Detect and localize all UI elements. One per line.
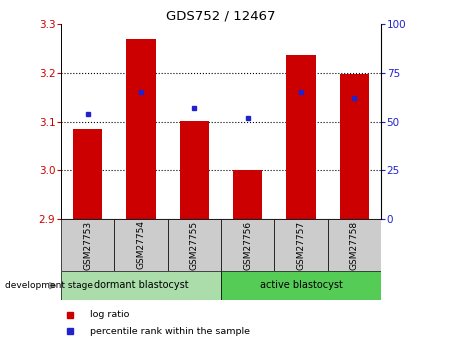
Bar (221, 271, 381, 300)
Bar (114, 219, 168, 271)
Bar (286, 55, 316, 219)
Text: GSM27755: GSM27755 (190, 220, 199, 269)
Bar (340, 74, 369, 219)
Text: dormant blastocyst: dormant blastocyst (94, 280, 188, 290)
Bar (61, 219, 114, 271)
Bar (274, 219, 328, 271)
Text: GSM27757: GSM27757 (297, 220, 305, 269)
Text: log ratio: log ratio (90, 310, 129, 319)
Text: GSM27756: GSM27756 (243, 220, 252, 269)
Bar (61, 271, 221, 300)
Text: GSM27758: GSM27758 (350, 220, 359, 269)
Bar (221, 219, 274, 271)
Bar (126, 39, 156, 219)
Bar (328, 219, 381, 271)
Bar (168, 219, 221, 271)
Bar (179, 121, 209, 219)
Text: GSM27754: GSM27754 (137, 220, 145, 269)
Text: GSM27753: GSM27753 (83, 220, 92, 269)
Text: active blastocyst: active blastocyst (260, 280, 342, 290)
Bar (233, 170, 262, 219)
Title: GDS752 / 12467: GDS752 / 12467 (166, 10, 276, 23)
Text: development stage: development stage (5, 281, 92, 290)
Bar (73, 129, 102, 219)
Text: percentile rank within the sample: percentile rank within the sample (90, 327, 250, 336)
